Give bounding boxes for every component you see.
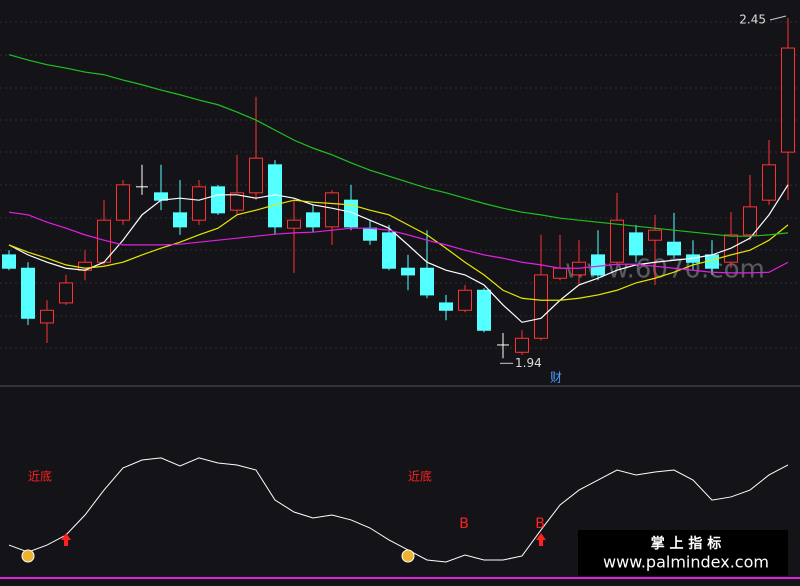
money-bag-icon	[401, 549, 415, 563]
candle-body	[363, 227, 377, 241]
candle-body	[116, 184, 130, 221]
candle-body	[401, 267, 415, 276]
buy-arrow-icon	[61, 533, 71, 546]
moving-average	[8, 199, 789, 301]
low-label: 1.94	[515, 356, 542, 370]
candle-body	[439, 302, 453, 311]
candle-body	[610, 219, 624, 263]
candle-body	[648, 229, 662, 241]
candle-body	[78, 261, 92, 271]
signal-label: B	[459, 516, 469, 532]
candle-body	[306, 212, 320, 228]
candle-body	[743, 206, 757, 236]
candle-body	[230, 192, 244, 211]
grid	[0, 21, 800, 349]
candle-body	[553, 267, 567, 279]
moving-average	[8, 211, 789, 274]
candles	[2, 18, 795, 359]
candle-body	[420, 267, 434, 296]
candle-body	[154, 192, 168, 201]
marker-text: 财	[550, 371, 562, 385]
candle-body	[382, 232, 396, 269]
signal-label: 近底	[28, 469, 52, 484]
candle-body	[287, 219, 301, 229]
buy-arrow-icon	[536, 533, 546, 546]
candle-body	[2, 254, 16, 269]
candle-body	[629, 232, 643, 256]
candle-body	[249, 157, 263, 194]
candle-body	[59, 282, 73, 304]
money-bag-icon	[21, 549, 35, 563]
moving-average	[8, 184, 789, 323]
candle-body	[40, 309, 54, 324]
candle-body	[325, 192, 339, 228]
footer-box	[578, 530, 788, 576]
candle-body	[515, 337, 529, 353]
candle-body	[344, 199, 358, 228]
candle-body	[477, 289, 491, 331]
candle-body	[534, 274, 548, 339]
candle-body	[762, 164, 776, 201]
indicator-line	[8, 457, 789, 563]
high-label: 2.45	[739, 13, 766, 27]
candle-body	[781, 47, 795, 153]
footer-url: www.palmindex.com	[603, 553, 769, 572]
signal-label: B	[535, 516, 545, 532]
candle-body	[458, 289, 472, 311]
moving-average	[8, 54, 789, 237]
candle-body	[173, 212, 187, 228]
candle-body	[591, 254, 605, 276]
footer-title: 掌 上 指 标	[651, 535, 722, 552]
candle-body	[192, 186, 206, 221]
candle-body	[667, 241, 681, 256]
high-pointer	[769, 15, 787, 21]
candle-body	[21, 267, 35, 319]
candle-body	[211, 186, 225, 214]
signal-label: 近底	[408, 469, 432, 484]
